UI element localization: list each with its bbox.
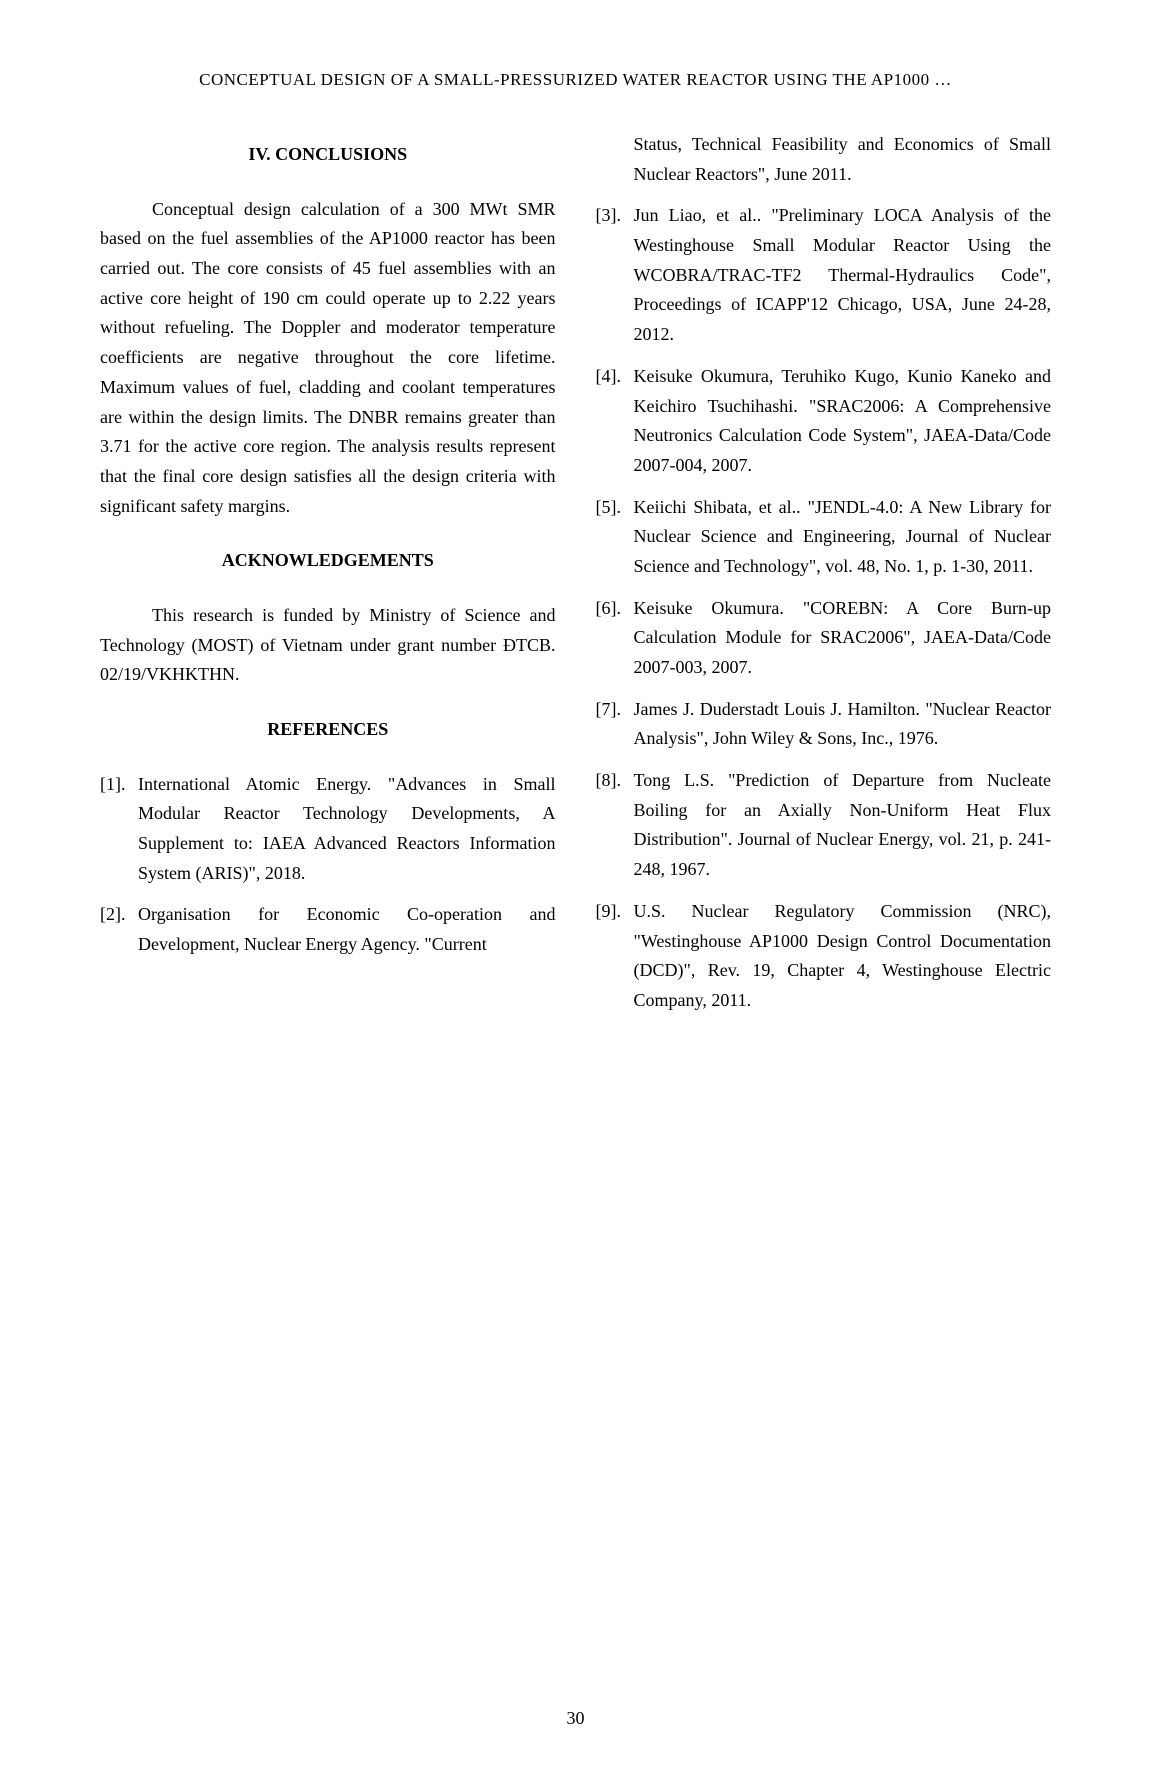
ref-number: [4]. <box>596 362 634 481</box>
ref-text: U.S. Nuclear Regulatory Commission (NRC)… <box>634 897 1052 1016</box>
reference-item: [1]. International Atomic Energy. "Advan… <box>100 770 556 889</box>
right-column: Status, Technical Feasibility and Econom… <box>596 130 1052 1028</box>
ref-number: [7]. <box>596 695 634 754</box>
conclusions-body: Conceptual design calculation of a 300 M… <box>100 195 556 522</box>
ref-text: Organisation for Economic Co-operation a… <box>138 900 556 959</box>
ref-number: [9]. <box>596 897 634 1016</box>
ref-text: Keisuke Okumura. "COREBN: A Core Burn-up… <box>634 594 1052 683</box>
acknowledgements-body: This research is funded by Ministry of S… <box>100 601 556 690</box>
reference-item: [7]. James J. Duderstadt Louis J. Hamilt… <box>596 695 1052 754</box>
references-heading: REFERENCES <box>100 715 556 745</box>
ref-number: [1]. <box>100 770 138 889</box>
ref-number: [2]. <box>100 900 138 959</box>
ref-text: Keiichi Shibata, et al.. "JENDL-4.0: A N… <box>634 493 1052 582</box>
content-columns: IV. CONCLUSIONS Conceptual design calcul… <box>100 130 1051 1028</box>
reference-item: [3]. Jun Liao, et al.. "Preliminary LOCA… <box>596 201 1052 349</box>
page-number: 30 <box>100 1708 1051 1729</box>
page-header: CONCEPTUAL DESIGN OF A SMALL-PRESSURIZED… <box>100 70 1051 90</box>
ref-text: Keisuke Okumura, Teruhiko Kugo, Kunio Ka… <box>634 362 1052 481</box>
ref-continuation: Status, Technical Feasibility and Econom… <box>596 130 1052 189</box>
reference-item: [5]. Keiichi Shibata, et al.. "JENDL-4.0… <box>596 493 1052 582</box>
acknowledgements-heading: ACKNOWLEDGEMENTS <box>100 546 556 576</box>
reference-item: [4]. Keisuke Okumura, Teruhiko Kugo, Kun… <box>596 362 1052 481</box>
ref-number: [5]. <box>596 493 634 582</box>
reference-item: [8]. Tong L.S. "Prediction of Departure … <box>596 766 1052 885</box>
conclusions-heading: IV. CONCLUSIONS <box>100 140 556 170</box>
reference-item: [9]. U.S. Nuclear Regulatory Commission … <box>596 897 1052 1016</box>
ref-text: Tong L.S. "Prediction of Departure from … <box>634 766 1052 885</box>
ref-text: Jun Liao, et al.. "Preliminary LOCA Anal… <box>634 201 1052 349</box>
ref-text: James J. Duderstadt Louis J. Hamilton. "… <box>634 695 1052 754</box>
ref-number: [3]. <box>596 201 634 349</box>
ref-text: International Atomic Energy. "Advances i… <box>138 770 556 889</box>
reference-item: [2]. Organisation for Economic Co-operat… <box>100 900 556 959</box>
ref-number: [6]. <box>596 594 634 683</box>
left-column: IV. CONCLUSIONS Conceptual design calcul… <box>100 130 556 1028</box>
reference-item: [6]. Keisuke Okumura. "COREBN: A Core Bu… <box>596 594 1052 683</box>
ref-number: [8]. <box>596 766 634 885</box>
